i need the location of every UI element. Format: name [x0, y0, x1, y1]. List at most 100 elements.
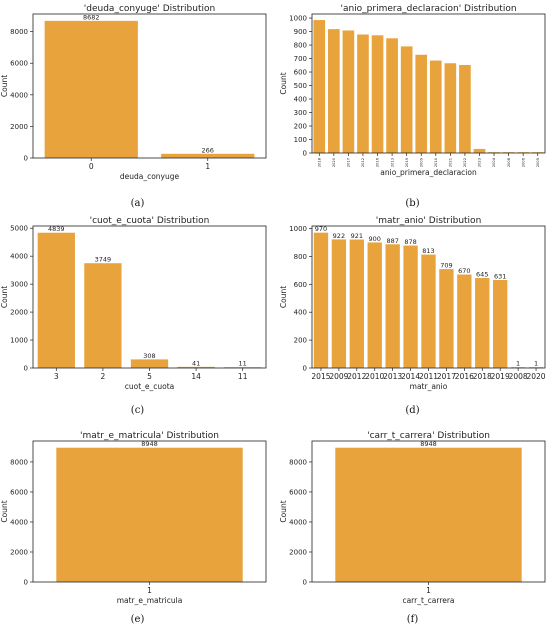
data-label: 631: [494, 272, 506, 280]
y-tick-label: 5000: [10, 225, 28, 233]
chart-svg: 'matr_anio' Distribution 970 2015 922 2009 92…: [279, 216, 546, 391]
figure-caption: (e): [130, 614, 145, 625]
x-tick-label: 2019: [405, 157, 409, 167]
bar: [367, 242, 382, 368]
x-tick-label: 2012: [347, 372, 366, 381]
x-tick-label: 2016: [376, 157, 380, 167]
plot-frame: [32, 13, 267, 159]
bar: [415, 54, 428, 153]
y-tick-label: 900: [294, 28, 307, 36]
x-tick-label: 2005: [536, 158, 540, 167]
y-tick-label: 0: [303, 365, 307, 373]
x-tick-label: 2019: [491, 372, 510, 381]
chart-title: 'matr_e_matricula' Distribution: [80, 431, 219, 441]
y-tick-label: 2000: [10, 309, 28, 317]
chart-panel-a: 'deuda_conyuge' Distribution 8682 0 266 1 0 20…: [0, 0, 275, 200]
bar: [331, 239, 347, 368]
x-tick-label: 2021: [449, 158, 453, 167]
x-tick-label: 2009: [419, 157, 423, 167]
x-axis-label: matr_e_matricula: [117, 596, 183, 605]
plot-frame: [311, 13, 546, 154]
y-tick-label: 4000: [10, 518, 28, 526]
y-tick-label: 800: [294, 42, 307, 50]
plot-frame: [32, 225, 267, 369]
x-axis-label: cuot_e_cuota: [125, 382, 175, 391]
y-tick-label: 6000: [10, 60, 28, 68]
x-tick-label: 1: [205, 162, 210, 171]
data-label: 1: [534, 360, 538, 368]
bar: [439, 269, 454, 368]
bar: [84, 263, 122, 368]
data-label: 3749: [95, 256, 112, 264]
y-tick-label: 0: [24, 365, 28, 373]
y-tick-label: 3000: [10, 281, 28, 289]
y-tick-label: 0: [24, 155, 28, 163]
data-label: 709: [440, 262, 452, 270]
x-tick-label: 2006: [521, 157, 525, 167]
x-tick-label: 2023: [478, 158, 482, 167]
bar: [342, 30, 355, 153]
y-tick-label: 2000: [10, 548, 28, 556]
data-label: 670: [458, 267, 470, 275]
data-label: 922: [333, 232, 345, 240]
data-label: 41: [192, 359, 200, 367]
x-tick-label: 2011: [419, 372, 438, 381]
y-tick-label: 500: [294, 82, 307, 90]
bar: [37, 232, 75, 368]
y-tick-label: 6000: [10, 488, 28, 496]
y-tick-label: 2000: [289, 548, 307, 556]
y-axis-label: Count: [279, 72, 288, 94]
chart-panel-b: 'anio_primera_declaracion' Distribution 2…: [275, 0, 550, 200]
bar: [493, 279, 508, 368]
x-axis-label: anio_primera_declaracion: [380, 168, 477, 177]
x-tick-label: 2017: [437, 372, 456, 381]
data-label: 11: [239, 360, 247, 368]
chart-panel-e: 'matr_e_matricula' Distribution 8948 1 0 200…: [0, 425, 275, 625]
data-label: 813: [422, 247, 434, 255]
bar: [403, 245, 418, 368]
y-tick-label: 8000: [289, 458, 307, 466]
bar: [44, 20, 138, 159]
x-tick-label: 2017: [347, 158, 351, 167]
x-tick-label: 2: [101, 372, 106, 381]
bar: [371, 35, 384, 154]
x-tick-label: 1: [426, 586, 431, 595]
x-tick-label: 3: [54, 372, 59, 381]
plot-frame: [32, 440, 267, 583]
x-tick-label: 2015: [311, 372, 330, 381]
y-axis-label: Count: [279, 286, 288, 308]
plot-frame: [311, 440, 546, 583]
chart-title: 'matr_anio' Distribution: [376, 216, 482, 226]
chart-title: 'carr_t_carrera' Distribution: [367, 431, 490, 441]
bar: [335, 447, 522, 582]
bar: [385, 244, 400, 368]
bar: [444, 63, 457, 154]
y-tick-label: 300: [294, 109, 307, 117]
data-label: 308: [143, 352, 155, 360]
bar: [313, 20, 326, 153]
y-tick-label: 8000: [10, 458, 28, 466]
x-tick-label: 2013: [390, 158, 394, 167]
bar: [459, 65, 471, 153]
x-tick-label: 11: [238, 372, 248, 381]
y-tick-label: 0: [24, 579, 28, 587]
y-tick-label: 400: [294, 309, 307, 317]
x-tick-label: 2022: [463, 158, 467, 167]
chart-title: 'deuda_conyuge' Distribution: [84, 4, 215, 14]
y-tick-label: 700: [294, 55, 307, 63]
bar: [313, 232, 329, 368]
bar: [386, 38, 398, 154]
y-axis-label: Count: [0, 75, 9, 97]
y-tick-label: 600: [294, 281, 307, 289]
y-tick-label: 200: [294, 337, 307, 345]
y-tick-label: 8000: [10, 28, 28, 36]
chart-svg: 'anio_primera_declaracion' Distribution 2…: [279, 4, 546, 177]
chart-title: 'anio_primera_declaracion' Distribution: [340, 4, 516, 14]
y-tick-label: 200: [294, 123, 307, 131]
figure-caption: (a): [130, 198, 145, 209]
x-tick-label: 2013: [383, 372, 402, 381]
data-label: 970: [315, 225, 327, 233]
plot-frame: [311, 225, 546, 369]
